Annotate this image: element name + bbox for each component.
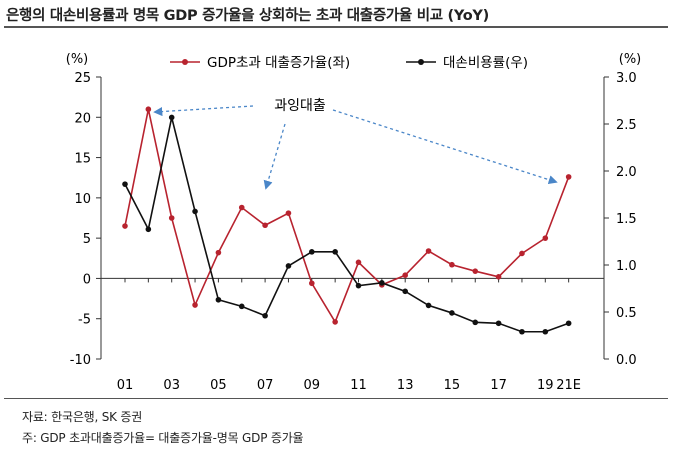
credit-cost-data-point [449,310,455,316]
credit-cost-series-line [124,117,569,333]
credit-cost-data-point [425,302,432,309]
x-axis-tick-label: 15 [444,378,461,392]
right-axis-tick-label: 3.0 [616,71,637,86]
credit-cost-data-point [332,249,338,255]
loan-growth-data-point [355,259,362,266]
annotation-arrow [263,123,286,190]
credit-cost-data-point [168,114,175,121]
credit-cost-data-point [309,249,315,255]
x-axis-tick-label: 21E [556,378,581,392]
x-axis-tick-label: 11 [350,378,367,392]
x-axis-tick-label: 13 [397,378,414,392]
formula-note: 주: GDP 초과대출증가율= 대출증가율-명목 GDP 증가율 [22,431,304,445]
credit-cost-data-point [519,328,525,335]
loan-growth-data-point [449,261,455,268]
loan-growth-data-point [402,272,409,279]
loan-growth-data-point [238,204,245,211]
x-axis-tick-label: 03 [163,378,180,392]
annotation-arrow [153,105,254,117]
x-axis-tick-label: 17 [490,378,507,392]
credit-cost-data-point [402,288,409,295]
loan-growth-data-point [495,274,502,280]
credit-cost-data-point [238,303,245,310]
credit-cost-data-point [542,328,549,335]
left-axis-tick-label: 25 [74,71,91,86]
loan-growth-data-point [192,302,198,308]
loan-growth-data-point [215,249,222,256]
x-axis-tick-label: 01 [117,378,134,392]
source-note: 자료: 한국은행, SK 증권 [22,410,143,424]
x-axis-tick-label: 19 [537,378,554,392]
legend-label: GDP초과 대출증가율(좌) [207,55,350,71]
loan-growth-data-point [145,106,152,113]
credit-cost-data-point [379,280,385,286]
annotation-arrow [332,109,558,185]
loan-growth-data-point [168,215,175,221]
legend-label: 대손비용률(우) [443,55,528,71]
x-axis-tick-label: 05 [210,378,227,392]
chart-title: 은행의 대손비용률과 명목 GDP 증가율을 상회하는 초과 대출증가율 비교 … [6,8,489,24]
dual-axis-line-chart: -10-50510152025(%)0.00.51.01.52.02.53.0(… [66,52,642,392]
left-axis-tick-label: 10 [74,192,91,207]
right-axis-tick-label: 2.5 [616,118,637,133]
credit-cost-data-point [495,320,502,327]
loan-growth-data-point [542,235,549,241]
footer-divider [4,398,668,399]
annotation-label: 과잉대출 [274,98,326,114]
left-axis-tick-label: 5 [83,232,91,247]
credit-cost-data-point [262,312,268,319]
loan-growth-data-point [122,223,128,229]
right-axis-unit: (%) [619,52,642,67]
title-divider [4,26,668,28]
credit-cost-data-point [565,320,572,327]
legend-marker [418,59,424,65]
loan-growth-data-point [565,174,572,180]
left-axis-tick-label: 20 [74,111,91,126]
right-axis-tick-label: 1.0 [616,259,637,274]
x-axis-tick-label: 09 [304,378,321,392]
left-axis-tick-label: 15 [74,152,91,167]
loan-growth-data-point [332,319,338,325]
loan-growth-data-point [472,268,479,274]
credit-cost-data-point [472,319,479,326]
right-axis-tick-label: 2.0 [616,165,637,180]
credit-cost-data-point [355,282,362,289]
left-axis-unit: (%) [66,52,89,67]
loan-growth-data-point [519,250,525,257]
loan-growth-data-point [262,222,268,229]
left-axis-tick-label: 0 [83,272,91,287]
right-axis-tick-label: 1.5 [616,212,637,227]
credit-cost-data-point [192,208,198,215]
right-axis-tick-label: 0.0 [616,353,637,368]
credit-cost-data-point [145,226,152,233]
x-axis-tick-label: 07 [257,378,274,392]
loan-growth-series-line [124,109,570,324]
credit-cost-data-point [122,181,128,187]
loan-growth-data-point [285,210,292,216]
left-axis-tick-label: -10 [70,353,91,368]
left-axis-tick-label: -5 [78,313,91,328]
right-axis-tick-label: 0.5 [616,306,637,321]
legend-marker [182,59,188,65]
credit-cost-data-point [215,296,222,303]
credit-cost-data-point [285,263,292,269]
loan-growth-data-point [425,248,432,254]
loan-growth-data-point [309,280,315,287]
